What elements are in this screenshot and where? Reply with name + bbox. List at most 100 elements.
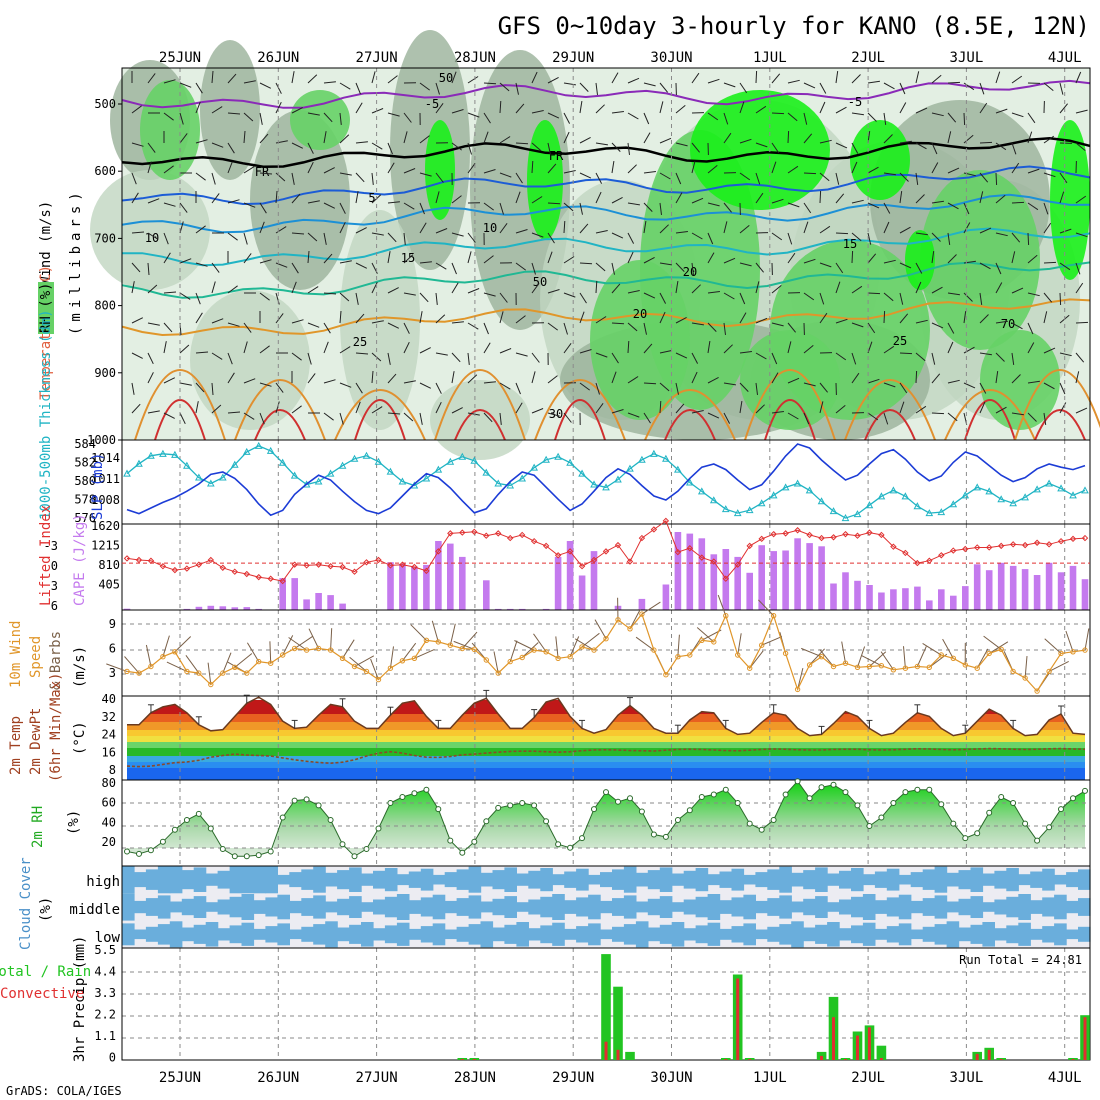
- rh-point: [878, 814, 885, 821]
- isotherm-label: 25: [893, 334, 907, 348]
- li-point: [171, 566, 179, 574]
- thickness-point: [242, 447, 251, 455]
- wind-barb: [163, 252, 171, 264]
- wind-speed-point: [1070, 649, 1076, 655]
- wind-barb: [803, 112, 808, 125]
- wind-barb: [979, 382, 987, 394]
- wind-barb: [1059, 82, 1064, 95]
- wind-barb: [707, 78, 720, 84]
- isotherm-label: FR: [255, 165, 270, 179]
- wind-barb: [627, 376, 639, 384]
- thickness-point: [709, 496, 718, 504]
- rh-point: [447, 837, 454, 844]
- wind-barb: [883, 382, 896, 388]
- cloud-cell: [898, 894, 912, 920]
- wind-barb: [755, 352, 767, 360]
- temp-band: [127, 730, 1085, 736]
- cloud-cell: [659, 867, 673, 892]
- li-point: [626, 558, 634, 565]
- cloud-cell: [695, 925, 709, 944]
- thickness-point: [973, 483, 982, 491]
- wind-barb: [915, 352, 926, 362]
- slp-tick: 1008: [91, 493, 120, 507]
- precip-panel-labels: Total / Rain Convective 3hr Precip (mm) …: [0, 936, 1082, 1062]
- rh-point: [555, 841, 562, 848]
- wind-speed-point: [124, 668, 130, 675]
- wind-barb: [1075, 142, 1086, 151]
- wind-barb: [643, 412, 651, 424]
- cape-bar: [914, 586, 921, 610]
- isotherm-label: 10: [145, 231, 159, 245]
- cloud-cell: [946, 901, 960, 913]
- cape-bar: [506, 608, 514, 610]
- rh-point: [854, 802, 861, 809]
- wind-speed-point: [280, 652, 286, 658]
- isotherm-line: [121, 298, 1091, 337]
- wind-speed-point: [747, 665, 753, 671]
- li-point: [722, 575, 729, 582]
- wind-barb: [963, 222, 971, 234]
- wind-barb: [867, 202, 880, 209]
- wind-speed-point: [363, 668, 370, 675]
- wind-barb: [739, 262, 752, 267]
- rh-point: [962, 835, 969, 842]
- date-label-top: 29JUN: [552, 50, 594, 66]
- wind-speed-point: [315, 645, 322, 652]
- rh-point: [171, 826, 178, 833]
- cloud-cell: [934, 924, 948, 945]
- wind-speed-point: [268, 660, 274, 666]
- rh-point: [986, 809, 993, 816]
- wind-barb: [1043, 135, 1055, 144]
- wind-barb: [931, 162, 939, 174]
- li-point: [638, 534, 646, 542]
- cloud-cell: [922, 926, 936, 942]
- wind-barb: [211, 262, 220, 273]
- wind-barb: [979, 141, 993, 144]
- wind-barb: [979, 314, 989, 324]
- wind-barb: [723, 257, 736, 264]
- cloud-cell: [313, 895, 326, 919]
- wind-barb: [867, 80, 880, 84]
- isotherm-label: 50: [439, 71, 453, 85]
- precip-total-bar: [876, 1045, 887, 1060]
- rh-point: [363, 846, 370, 852]
- rh-point: [734, 800, 741, 806]
- cape-bar: [435, 541, 442, 610]
- cloud-cell: [253, 928, 267, 940]
- wind-barb: [339, 260, 352, 264]
- thickness-point: [985, 487, 994, 495]
- wind-barb: [387, 112, 400, 117]
- cape-panel-labels: Lifted Index CAPE (J/kg): [38, 505, 88, 606]
- wind-barb: [675, 352, 688, 359]
- wind-barb: [627, 290, 640, 294]
- rh-point: [698, 794, 705, 800]
- li-point: [231, 568, 238, 575]
- rh-point: [782, 791, 789, 798]
- cloud-cell: [874, 871, 888, 888]
- wind-barb: [851, 199, 864, 204]
- isotherm-warm: [134, 369, 226, 441]
- temp-tick: 16: [102, 745, 116, 759]
- cloud-cell: [384, 868, 398, 892]
- wind-barb: [595, 280, 598, 294]
- chart-title: GFS 0~10day 3-hourly for KANO (8.5E, 12N…: [498, 12, 1090, 40]
- cloud-cell: [229, 866, 243, 894]
- cloud-cell: [886, 897, 900, 917]
- wind-barb: [643, 171, 656, 174]
- wind-barb: [739, 382, 749, 392]
- date-label-bottom: 2JUL: [851, 1070, 885, 1086]
- cape-bar: [830, 583, 837, 610]
- wind-barb: [419, 172, 432, 177]
- rh-point: [686, 807, 693, 814]
- wind-barb: [163, 112, 174, 121]
- wind-barb: [691, 232, 703, 240]
- cloud-cell: [958, 927, 972, 942]
- wind-barb-10m: [330, 628, 333, 651]
- wind-barb: [435, 262, 447, 270]
- wind-barb: [131, 142, 144, 147]
- rh-point: [543, 818, 550, 825]
- wind-barb: [435, 82, 440, 95]
- wind-barb: [947, 202, 959, 210]
- isotherm-hot: [1034, 409, 1086, 441]
- cloud-cell: [755, 900, 768, 914]
